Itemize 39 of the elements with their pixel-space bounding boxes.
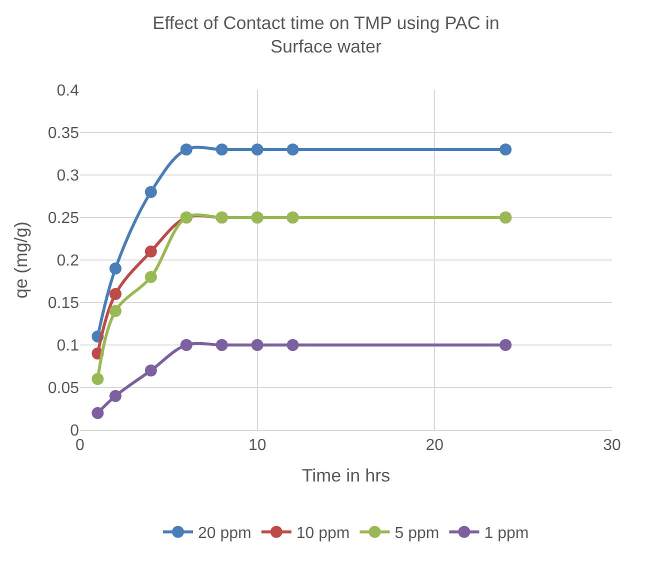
x-tick-label: 10: [248, 437, 266, 454]
point: [144, 186, 157, 198]
y-tick-label: 0.05: [48, 380, 80, 398]
point: [286, 339, 299, 351]
point: [144, 271, 157, 283]
x-tick-label: 20: [426, 437, 444, 454]
point: [144, 364, 157, 376]
point: [216, 339, 228, 351]
point: [109, 262, 122, 274]
y-tick-label: 0.35: [48, 125, 80, 142]
legend-label: 10 ppm: [296, 525, 350, 542]
point: [500, 144, 512, 156]
legend-label: 5 ppm: [394, 525, 440, 542]
point: [109, 390, 122, 402]
y-tick-label: 0.1: [56, 338, 80, 355]
y-tick-label: 0.4: [56, 82, 80, 100]
point: [92, 407, 104, 419]
legend-label: 1 ppm: [484, 525, 529, 542]
point: [92, 373, 104, 385]
x-axis-title: Time in hrs: [302, 465, 390, 486]
point: [109, 288, 122, 300]
point: [180, 144, 192, 156]
x-tick-label: 30: [603, 437, 621, 454]
point: [144, 246, 157, 258]
point: [500, 339, 512, 351]
point: [109, 305, 122, 317]
y-axis-title: qe (mg/g): [11, 221, 32, 299]
point: [286, 144, 299, 156]
legend-label: 20 ppm: [198, 525, 252, 542]
chart-title: Effect of Contact time on TMP using PAC in Surface water: [152, 13, 500, 56]
y-tick-label: 0.25: [48, 210, 80, 228]
point: [216, 144, 228, 156]
y-tick-label: 0: [70, 422, 80, 440]
y-tick-label: 0.15: [48, 295, 80, 312]
y-tick-label: 0.3: [56, 168, 80, 185]
point: [180, 339, 192, 351]
y-tick-label: 0.2: [56, 252, 80, 270]
point: [251, 339, 264, 351]
point: [251, 144, 264, 156]
